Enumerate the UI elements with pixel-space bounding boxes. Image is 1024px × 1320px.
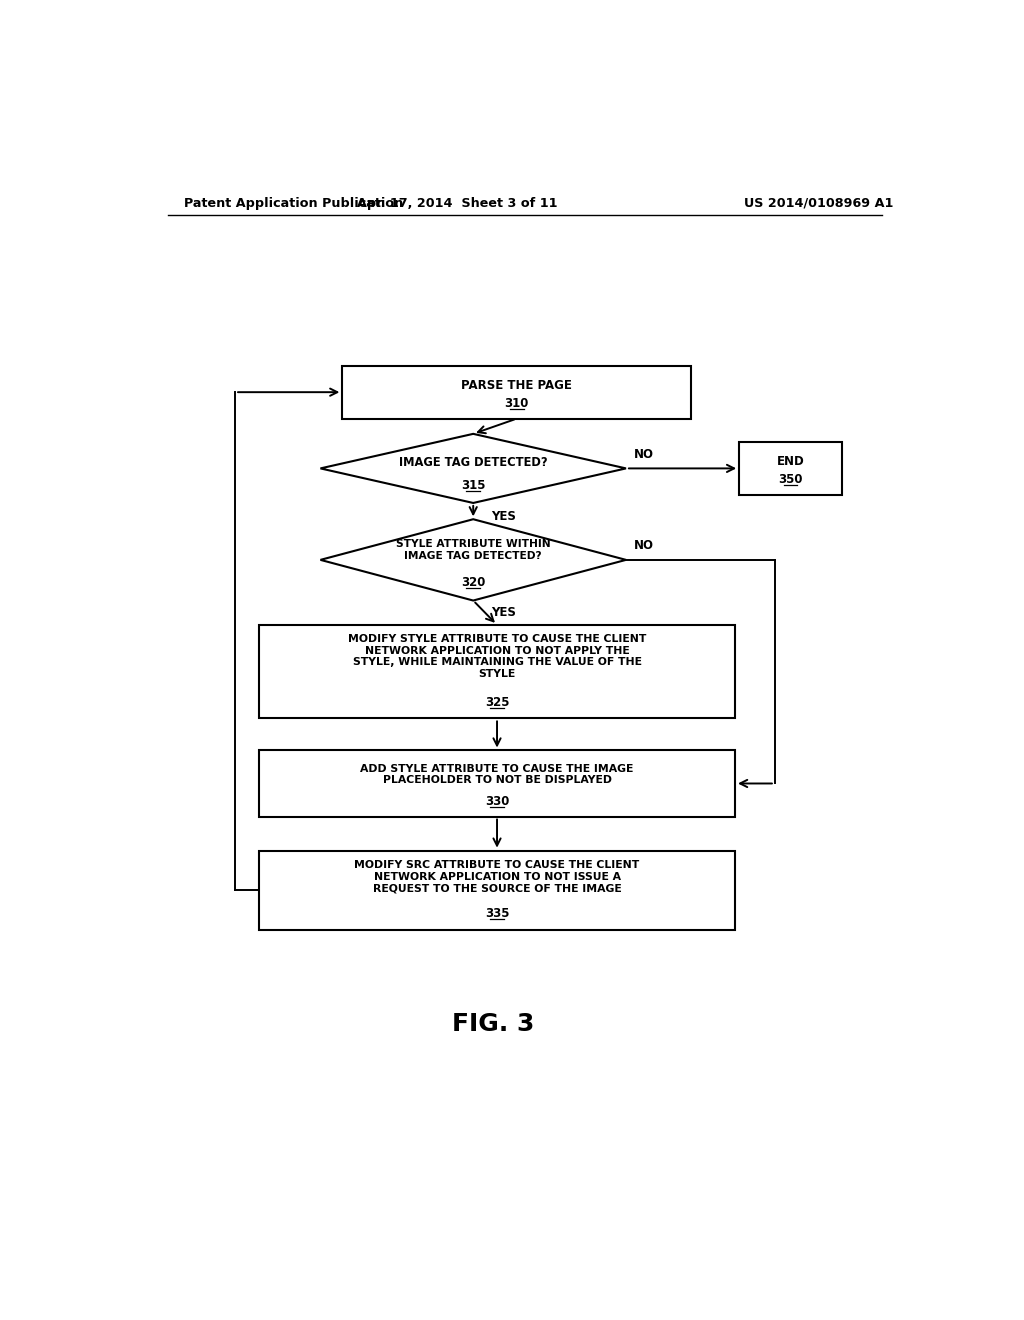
- Text: NO: NO: [634, 447, 654, 461]
- Bar: [259, 850, 735, 929]
- Text: 325: 325: [484, 696, 509, 709]
- Text: Apr. 17, 2014  Sheet 3 of 11: Apr. 17, 2014 Sheet 3 of 11: [357, 197, 558, 210]
- Bar: [259, 751, 735, 817]
- Text: 315: 315: [461, 479, 485, 492]
- Text: MODIFY STYLE ATTRIBUTE TO CAUSE THE CLIENT
NETWORK APPLICATION TO NOT APPLY THE
: MODIFY STYLE ATTRIBUTE TO CAUSE THE CLIE…: [348, 634, 646, 678]
- Bar: [259, 624, 735, 718]
- Text: PARSE THE PAGE: PARSE THE PAGE: [462, 379, 572, 392]
- Bar: [739, 442, 842, 495]
- Text: 330: 330: [484, 795, 509, 808]
- Text: END: END: [777, 455, 805, 467]
- Text: 350: 350: [778, 473, 803, 486]
- Text: STYLE ATTRIBUTE WITHIN
IMAGE TAG DETECTED?: STYLE ATTRIBUTE WITHIN IMAGE TAG DETECTE…: [396, 539, 551, 561]
- Text: 310: 310: [505, 397, 529, 409]
- Text: FIG. 3: FIG. 3: [452, 1012, 535, 1036]
- Polygon shape: [321, 434, 626, 503]
- Text: YES: YES: [490, 606, 515, 619]
- Text: Patent Application Publication: Patent Application Publication: [183, 197, 402, 210]
- Text: NO: NO: [634, 539, 654, 552]
- Text: IMAGE TAG DETECTED?: IMAGE TAG DETECTED?: [399, 455, 548, 469]
- Text: ADD STYLE ATTRIBUTE TO CAUSE THE IMAGE
PLACEHOLDER TO NOT BE DISPLAYED: ADD STYLE ATTRIBUTE TO CAUSE THE IMAGE P…: [360, 763, 634, 785]
- Text: US 2014/0108969 A1: US 2014/0108969 A1: [743, 197, 893, 210]
- Bar: [342, 366, 691, 418]
- Polygon shape: [321, 519, 626, 601]
- Text: YES: YES: [490, 510, 515, 523]
- Text: MODIFY SRC ATTRIBUTE TO CAUSE THE CLIENT
NETWORK APPLICATION TO NOT ISSUE A
REQU: MODIFY SRC ATTRIBUTE TO CAUSE THE CLIENT…: [354, 861, 640, 894]
- Text: 335: 335: [484, 907, 509, 920]
- Text: 320: 320: [461, 576, 485, 589]
